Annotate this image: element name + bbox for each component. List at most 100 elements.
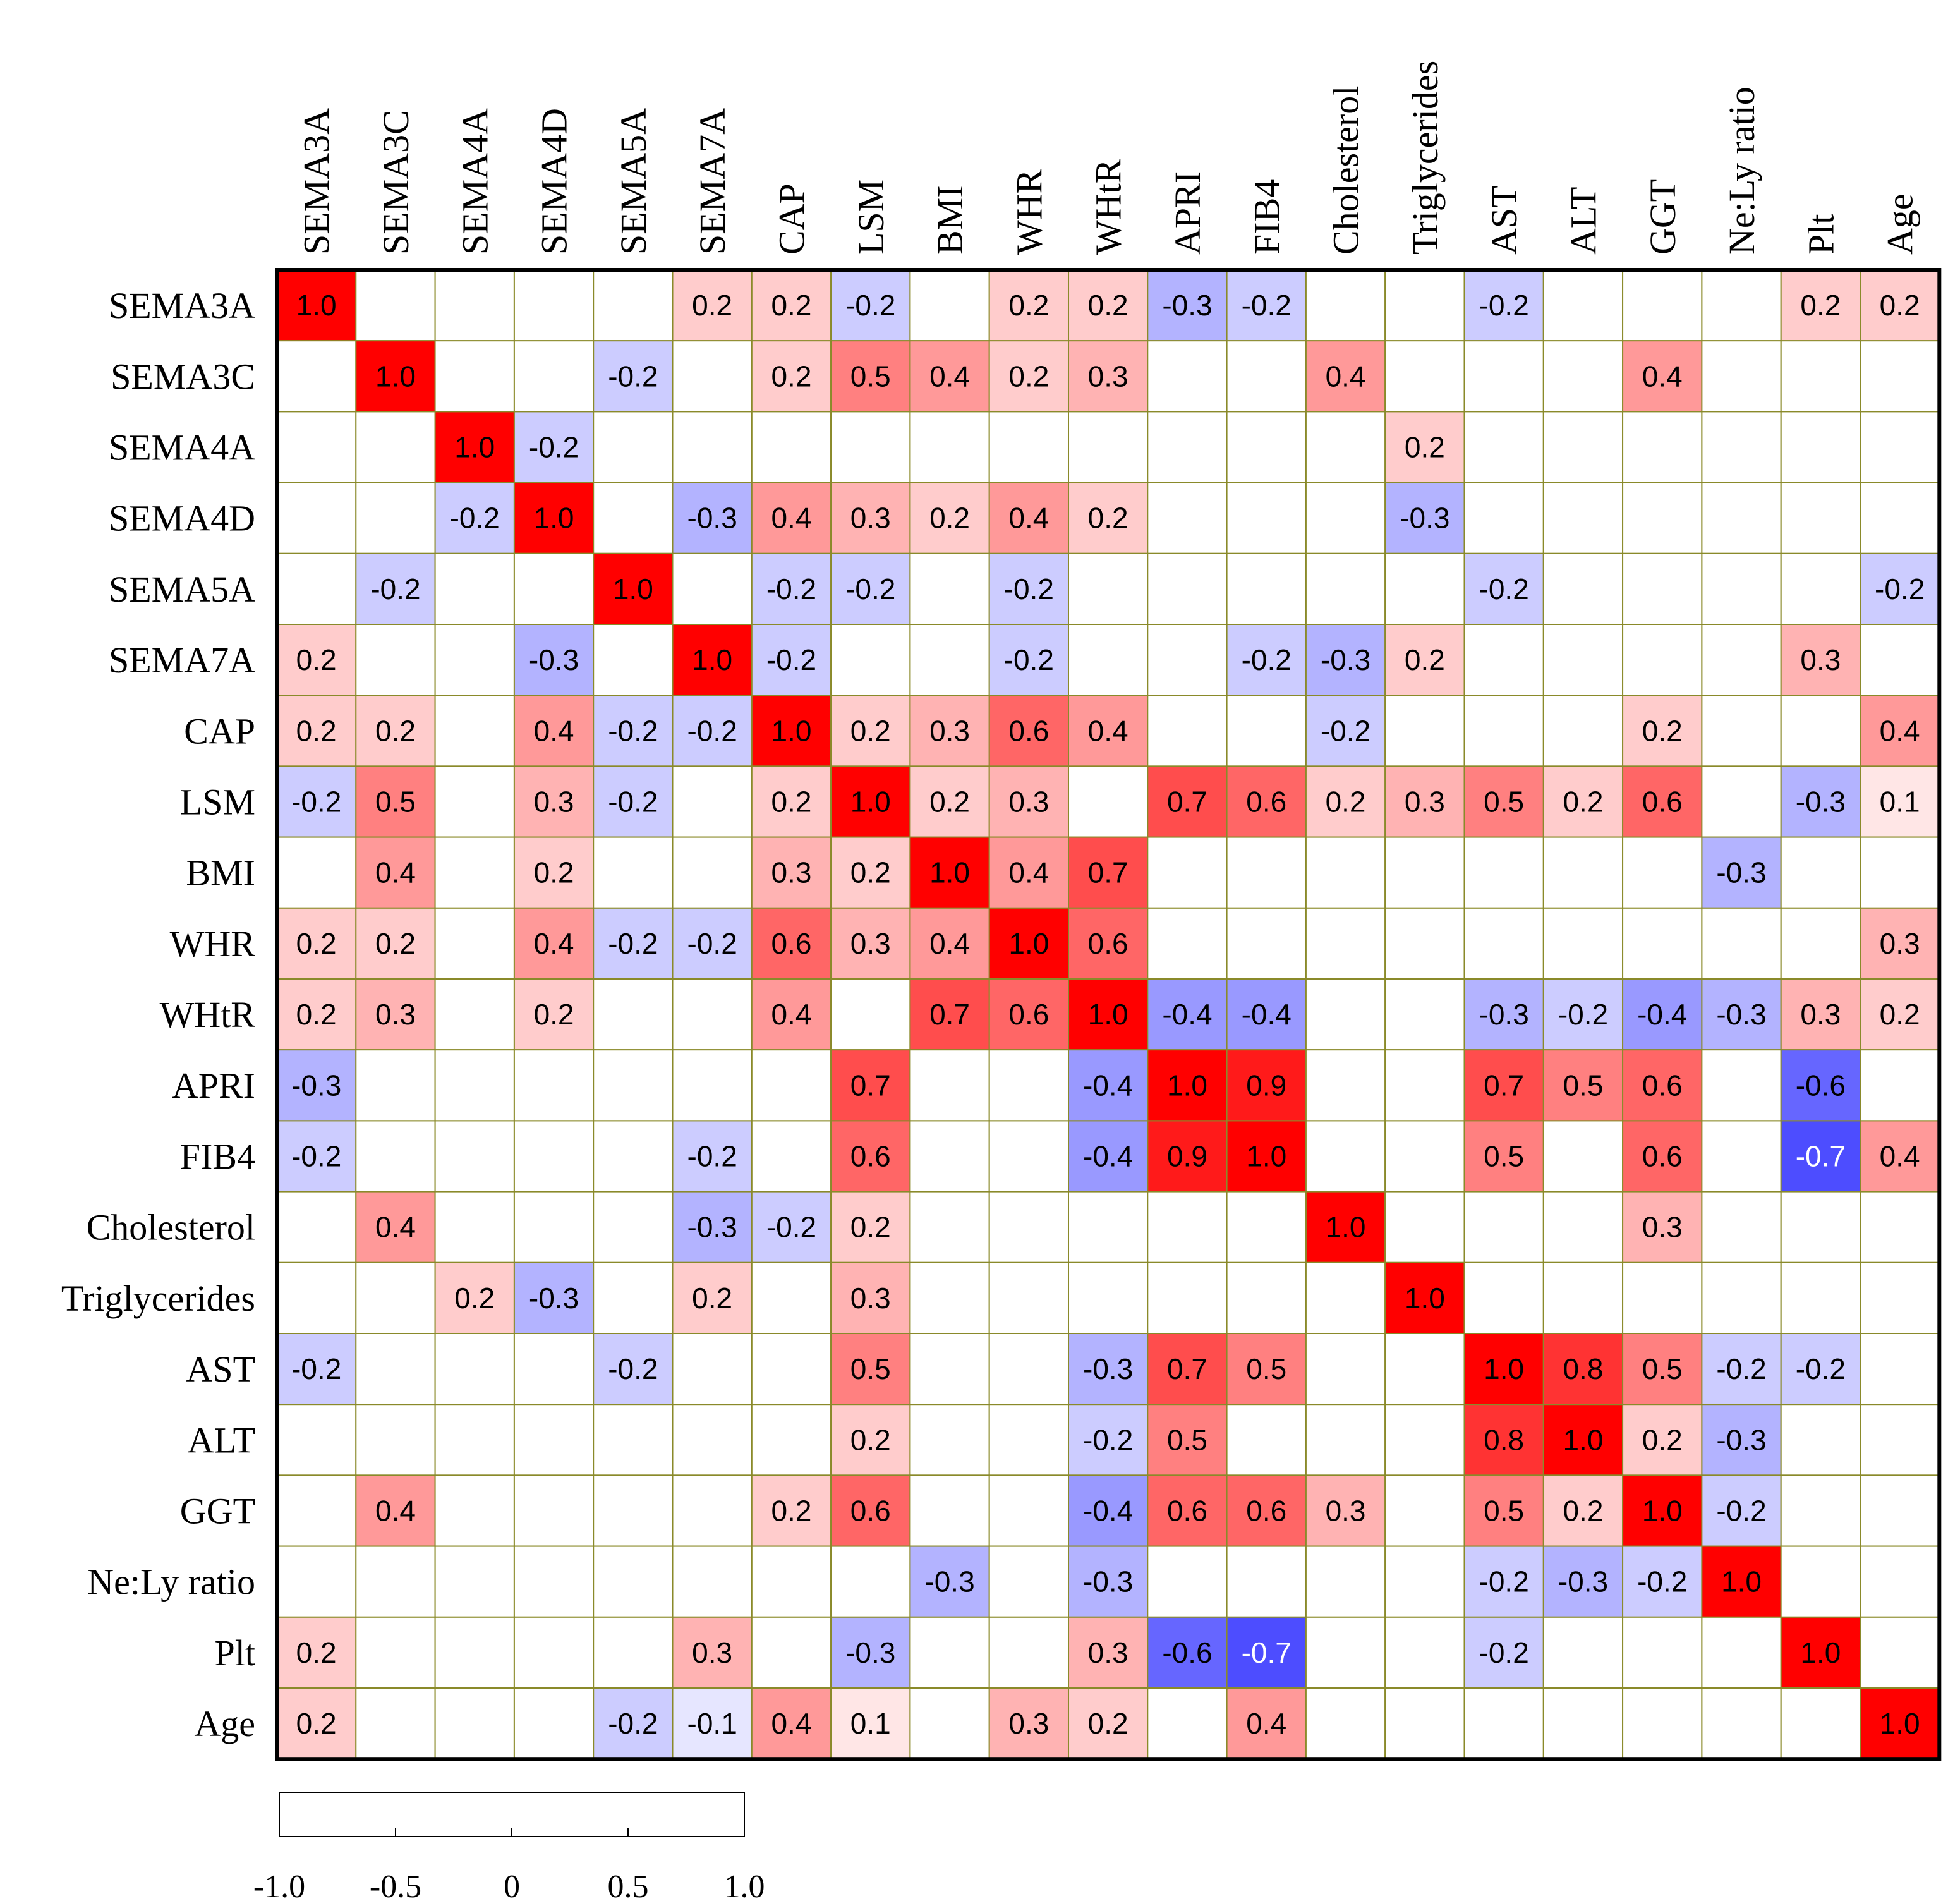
heatmap-cell-sema3a-cholesterol [1305,269,1386,342]
cell-value-fib4-ggt: 0.6 [1642,1140,1683,1173]
row-label-sema3c: SEMA3C [111,356,255,397]
heatmap-cell-apri-triglycerides [1384,1049,1465,1122]
heatmap-cell-cap-sema7a [672,695,753,767]
heatmap-cell-whtr-sema3c [355,978,436,1051]
heatmap-cell-whtr-sema3a [276,978,357,1051]
heatmap-cell-sema5a-cap [751,552,832,625]
heatmap-cell-bmi-sema3a [276,836,357,909]
heatmap-cell-fib4-sema5a [593,1120,674,1193]
cell-value-ast-alt: 0.8 [1563,1352,1603,1385]
cell-value-bmi-sema3c: 0.4 [375,856,416,889]
heatmap-cell-age-apri [1147,1687,1228,1760]
heatmap-cell-sema7a-lsm [830,624,911,696]
heatmap-cell-ne-ly-ratio-triglycerides [1384,1545,1465,1618]
heatmap-cell-ggt-sema4d [513,1474,595,1547]
heatmap-cell-lsm-whr [988,765,1069,838]
heatmap-cell-sema3a-ggt [1622,269,1703,342]
cell-value-alt-ggt: 0.2 [1642,1423,1683,1456]
heatmap-cell-lsm-bmi [909,765,990,838]
heatmap-cell-alt-sema7a [672,1404,753,1476]
cell-value-sema7a-sema4d: -0.3 [529,643,579,676]
heatmap-cell-cholesterol-age [1860,1191,1940,1263]
heatmap-cell-sema3a-apri [1147,269,1228,342]
cell-value-sema7a-cap: -0.2 [766,643,816,676]
heatmap-cell-sema4a-ast [1463,411,1544,483]
row-labels: SEMA3A SEMA3C SEMA4A SEMA4D SEMA5A SEMA7A CAP L… [61,285,255,1744]
heatmap-cell-whtr-triglycerides [1384,978,1465,1051]
cell-value-alt-apri: 0.5 [1167,1423,1207,1456]
heatmap-cell-apri-lsm [830,1049,911,1122]
heatmap-cell-plt-ggt [1622,1616,1703,1689]
heatmap-cell-triglycerides-apri [1147,1261,1228,1335]
heatmap-cell-cap-sema4a [434,695,515,767]
column-label-plt: Plt [1800,214,1841,255]
heatmap-cell-bmi-whr [988,836,1069,909]
heatmap-cell-whtr-whtr [1068,978,1149,1051]
heatmap-cell-bmi-sema5a [593,836,674,909]
cell-value-sema7a-sema7a: 1.0 [692,643,732,676]
heatmap-cell-age-lsm [830,1687,911,1760]
colorbar: -1.0 -0.5 0 0.5 1.0 [253,1792,765,1901]
heatmap-cell-whtr-ggt [1622,978,1703,1051]
cell-value-ast-fib4: 0.5 [1246,1352,1286,1385]
heatmap-cell-ast-sema3c [355,1333,436,1406]
heatmap-cell-plt-ne-ly-ratio [1701,1616,1782,1689]
heatmap-cell-ggt-sema4a [434,1474,515,1547]
heatmap-cell-lsm-ast [1463,765,1544,838]
heatmap-cell-sema7a-alt [1542,624,1624,696]
heatmap-cell-alt-cholesterol [1305,1404,1386,1476]
heatmap-cell-sema3a-sema5a [593,269,674,342]
cell-value-ne-ly-ratio-ggt: -0.2 [1637,1565,1687,1598]
heatmap-cell-cholesterol-sema5a [593,1191,674,1263]
heatmap-cell-triglycerides-whtr [1068,1261,1149,1335]
heatmap-cell-sema3a-ne-ly-ratio [1701,269,1782,342]
heatmap-cell-sema7a-ggt [1622,624,1703,696]
heatmap-cell-bmi-alt [1542,836,1624,909]
heatmap-cell-whr-ne-ly-ratio [1701,907,1782,980]
heatmap-cell-values: 1.0 0.2 0.2 -0.2 0.2 0.2 -0.3 -0.2 -0.2 0.2 0.2 1.0… [291,289,1925,1740]
cell-value-whtr-fib4: -0.4 [1242,998,1292,1031]
cell-value-triglycerides-lsm: 0.3 [850,1282,891,1315]
heatmap-cell-sema3c-apri [1147,340,1228,413]
heatmap-cell-lsm-whtr [1068,765,1149,838]
heatmap-cell-sema3c-fib4 [1226,340,1307,413]
heatmap-cell-cap-lsm [830,695,911,767]
heatmap-cell-sema5a-plt [1780,552,1861,625]
row-label-fib4: FIB4 [180,1136,255,1177]
heatmap-cell-sema5a-ast [1463,552,1544,625]
colorbar-tick-label: 0.5 [608,1869,649,1901]
cell-value-sema7a-fib4: -0.2 [1242,643,1292,676]
column-label-sema3a: SEMA3A [296,108,337,255]
cell-value-cholesterol-sema7a: -0.3 [687,1211,737,1244]
heatmap-cell-bmi-fib4 [1226,836,1307,909]
heatmap-cell-whtr-ast [1463,978,1544,1051]
heatmap-cell-apri-sema7a [672,1049,753,1122]
heatmap-cell-triglycerides-sema4d [513,1261,595,1335]
heatmap-cell-ne-ly-ratio-ggt [1622,1545,1703,1618]
heatmap-cell-ast-sema5a [593,1333,674,1406]
row-label-apri: APRI [172,1065,255,1106]
cell-value-sema3a-ast: -0.2 [1479,289,1529,322]
heatmap-cell-fib4-cholesterol [1305,1120,1386,1193]
row-label-whtr: WHtR [160,994,256,1035]
column-label-alt: ALT [1563,187,1604,255]
heatmap-cell-ggt-plt [1780,1474,1861,1547]
heatmap-cell-ast-apri [1147,1333,1228,1406]
heatmap-cell-bmi-ggt [1622,836,1703,909]
heatmap-cell-sema4d-whr [988,482,1069,554]
heatmap-cell-apri-bmi [909,1049,990,1122]
heatmap-cell-fib4-sema7a [672,1120,753,1193]
heatmap-cell-bmi-ne-ly-ratio [1701,836,1782,909]
cell-value-cholesterol-ggt: 0.3 [1642,1211,1683,1244]
cell-value-plt-whtr: 0.3 [1088,1636,1128,1669]
cell-value-whr-age: 0.3 [1880,927,1920,960]
cell-value-sema3c-sema3c: 1.0 [375,360,416,392]
heatmap-cell-whr-sema4d [513,907,595,980]
heatmap-cell-apri-sema5a [593,1049,674,1122]
cell-value-sema3c-sema5a: -0.2 [608,360,658,392]
cell-value-plt-ast: -0.2 [1479,1636,1529,1669]
cell-value-age-sema5a: -0.2 [608,1707,658,1740]
heatmap-cell-apri-sema4a [434,1049,515,1122]
cell-value-lsm-fib4: 0.6 [1246,786,1286,818]
heatmap-cell-age-sema3a [276,1687,357,1760]
